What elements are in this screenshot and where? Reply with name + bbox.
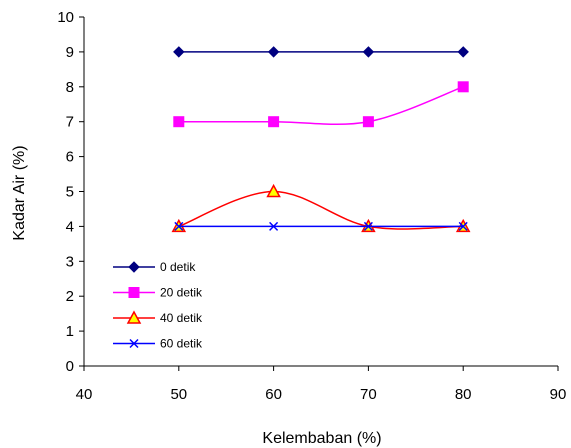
data-point-3-3 bbox=[458, 221, 468, 231]
data-point-1-3 bbox=[457, 81, 469, 93]
x-tick-label: 70 bbox=[360, 386, 377, 403]
data-point-0-2 bbox=[362, 46, 375, 58]
data-point-3-3-stroke-b bbox=[458, 221, 468, 231]
y-tick-label: 4 bbox=[66, 218, 74, 235]
x-tick-label: 50 bbox=[170, 386, 187, 403]
series-line-2 bbox=[178, 190, 464, 230]
y-tick-label: 7 bbox=[66, 114, 74, 131]
data-point-3-1-stroke-b bbox=[269, 221, 279, 231]
series-3 bbox=[174, 221, 468, 231]
legend-item-3: 60 detik bbox=[113, 337, 203, 351]
legend-label: 0 detik bbox=[160, 260, 196, 274]
data-point-0-1 bbox=[267, 46, 280, 58]
data-point-3-0 bbox=[174, 221, 184, 231]
y-tick-label: 0 bbox=[66, 358, 74, 375]
legend-item-1: 20 detik bbox=[113, 286, 203, 300]
y-tick-label: 5 bbox=[66, 184, 74, 201]
legend-swatch-marker bbox=[129, 338, 139, 349]
legend-label: 20 detik bbox=[160, 286, 203, 300]
data-point-3-1 bbox=[269, 221, 279, 231]
legend-swatch-marker bbox=[126, 310, 142, 324]
data-point-0-3 bbox=[457, 46, 469, 58]
data-point-2-1 bbox=[266, 183, 281, 198]
data-point-1-1 bbox=[268, 116, 280, 128]
data-point-1-0 bbox=[173, 116, 185, 128]
legend-label: 40 detik bbox=[160, 311, 203, 325]
legend-swatch-marker-stroke-b bbox=[129, 338, 139, 349]
data-point-3-0-stroke-b bbox=[174, 221, 184, 231]
legend: 0 detik 20 detik 40 detik 60 detik bbox=[113, 260, 203, 351]
y-tick-label: 9 bbox=[66, 44, 74, 61]
data-point-1-2 bbox=[362, 116, 374, 128]
data-point-3-2-stroke-b bbox=[363, 221, 373, 231]
y-tick-label: 6 bbox=[66, 149, 74, 166]
series-0 bbox=[173, 46, 469, 58]
y-tick-label: 2 bbox=[66, 288, 74, 305]
legend-label: 60 detik bbox=[160, 337, 203, 351]
y-tick-label: 8 bbox=[66, 79, 74, 96]
series-layer bbox=[171, 46, 471, 233]
legend-swatch-marker bbox=[128, 261, 140, 273]
series-line-1 bbox=[178, 86, 464, 126]
series-1 bbox=[173, 81, 469, 128]
y-tick-label: 10 bbox=[57, 9, 74, 26]
x-tick-label: 90 bbox=[550, 386, 567, 403]
legend-item-2: 40 detik bbox=[113, 310, 203, 325]
data-point-0-0 bbox=[173, 46, 185, 58]
legend-swatch-marker bbox=[128, 287, 140, 298]
legend-item-0: 0 detik bbox=[113, 260, 196, 274]
x-axis-title: Kelembaban (%) bbox=[262, 430, 381, 447]
y-tick-label: 1 bbox=[66, 323, 74, 340]
x-tick-label: 80 bbox=[455, 386, 472, 403]
y-tick-label: 3 bbox=[66, 253, 74, 270]
y-axis-title: Kadar Air (%) bbox=[11, 145, 28, 240]
x-tick-label: 40 bbox=[76, 386, 93, 403]
data-point-3-2 bbox=[363, 221, 373, 231]
x-tick-label: 60 bbox=[265, 386, 282, 403]
series-2 bbox=[171, 183, 471, 233]
axes: 0 1 2 3 4 5 6 7 8 9 10 40 50 60 70 80 90 bbox=[57, 9, 566, 403]
